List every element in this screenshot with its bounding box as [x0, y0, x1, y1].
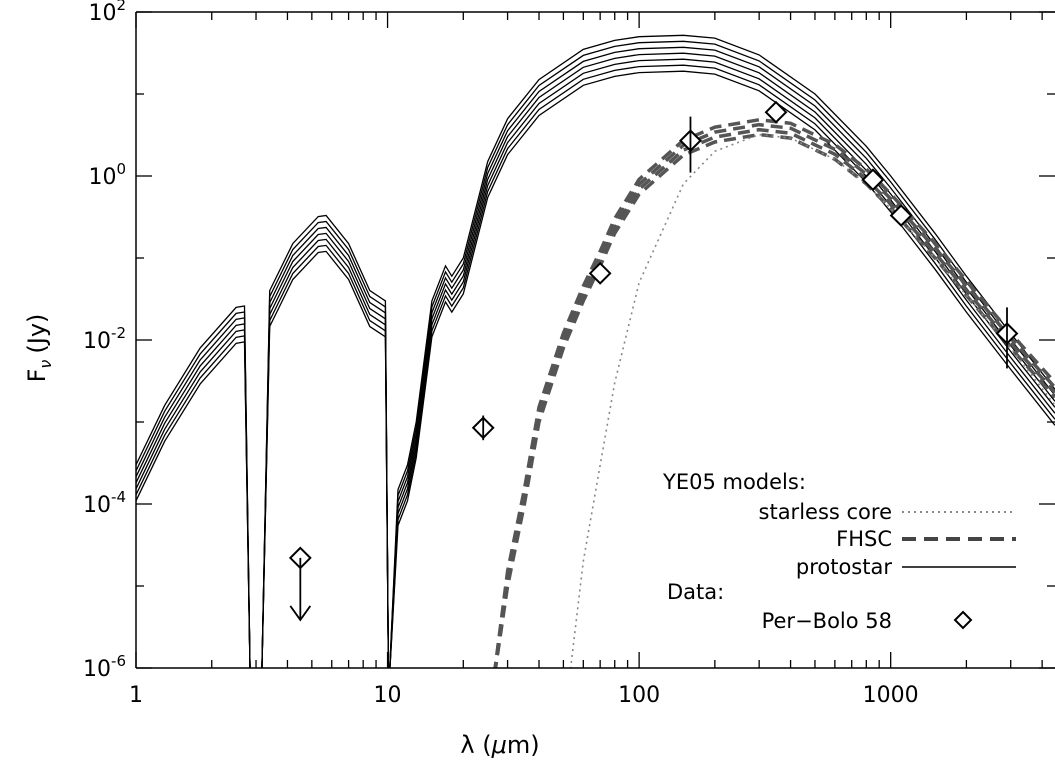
series-starless-core-curve-1 — [569, 133, 1055, 668]
y-tick-label: 10-4 — [83, 488, 126, 518]
legend: YE05 models: starless core FHSC protosta… — [662, 470, 1016, 633]
data-point-marker — [861, 168, 885, 192]
data-point-marker — [889, 204, 913, 227]
legend-label-protostar: protostar — [796, 555, 892, 579]
data-point — [861, 168, 885, 192]
series-protostar-curve-5 — [136, 58, 1055, 668]
data-point — [995, 307, 1019, 369]
data-point — [588, 261, 612, 285]
legend-heading: YE05 models: — [662, 470, 806, 494]
series-fhsc-curve-3 — [493, 122, 1055, 668]
x-tick-label: 10 — [374, 683, 402, 708]
series-fhsc-curve-4 — [493, 118, 1055, 668]
data-point — [764, 100, 788, 124]
data-point — [889, 204, 913, 227]
data-point — [288, 546, 312, 622]
data-point — [679, 116, 702, 173]
x-tick-label: 1 — [129, 683, 143, 708]
y-tick-label: 10-2 — [83, 324, 126, 354]
series-protostar-curve-7 — [136, 70, 1055, 668]
legend-diamond-marker — [953, 610, 973, 630]
legend-label-per-bolo-58: Per−Bolo 58 — [762, 609, 892, 633]
upper-limit-arrow-head — [289, 605, 312, 622]
legend-data-heading: Data: — [667, 580, 724, 604]
axes: 1 10 100 1000 10-6 10-4 10-2 100 102 — [83, 0, 1055, 708]
x-axis-title: λ (μm) — [460, 731, 539, 759]
y-tick-label: 100 — [88, 160, 126, 190]
data-point-marker — [588, 261, 612, 285]
y-tick-label: 102 — [88, 0, 126, 26]
x-tick-label: 1000 — [863, 683, 919, 708]
series-protostar-curve-2 — [136, 40, 1055, 668]
x-tick-label: 100 — [618, 683, 660, 708]
y-axis-title: Fν(Jy) — [23, 314, 55, 383]
data-point-marker — [764, 100, 788, 124]
series-protostar-curve-3 — [136, 46, 1055, 668]
series-layer — [136, 34, 1055, 668]
legend-label-fhsc: FHSC — [836, 527, 892, 551]
y-tick-label: 10-6 — [83, 652, 126, 682]
data-points — [288, 100, 1019, 622]
series-protostar-curve-6 — [136, 64, 1055, 668]
series-protostar-curve-1 — [136, 34, 1055, 668]
data-point — [471, 415, 495, 441]
legend-label-starless-core: starless core — [759, 500, 892, 524]
series-protostar-curve-4 — [136, 52, 1055, 668]
